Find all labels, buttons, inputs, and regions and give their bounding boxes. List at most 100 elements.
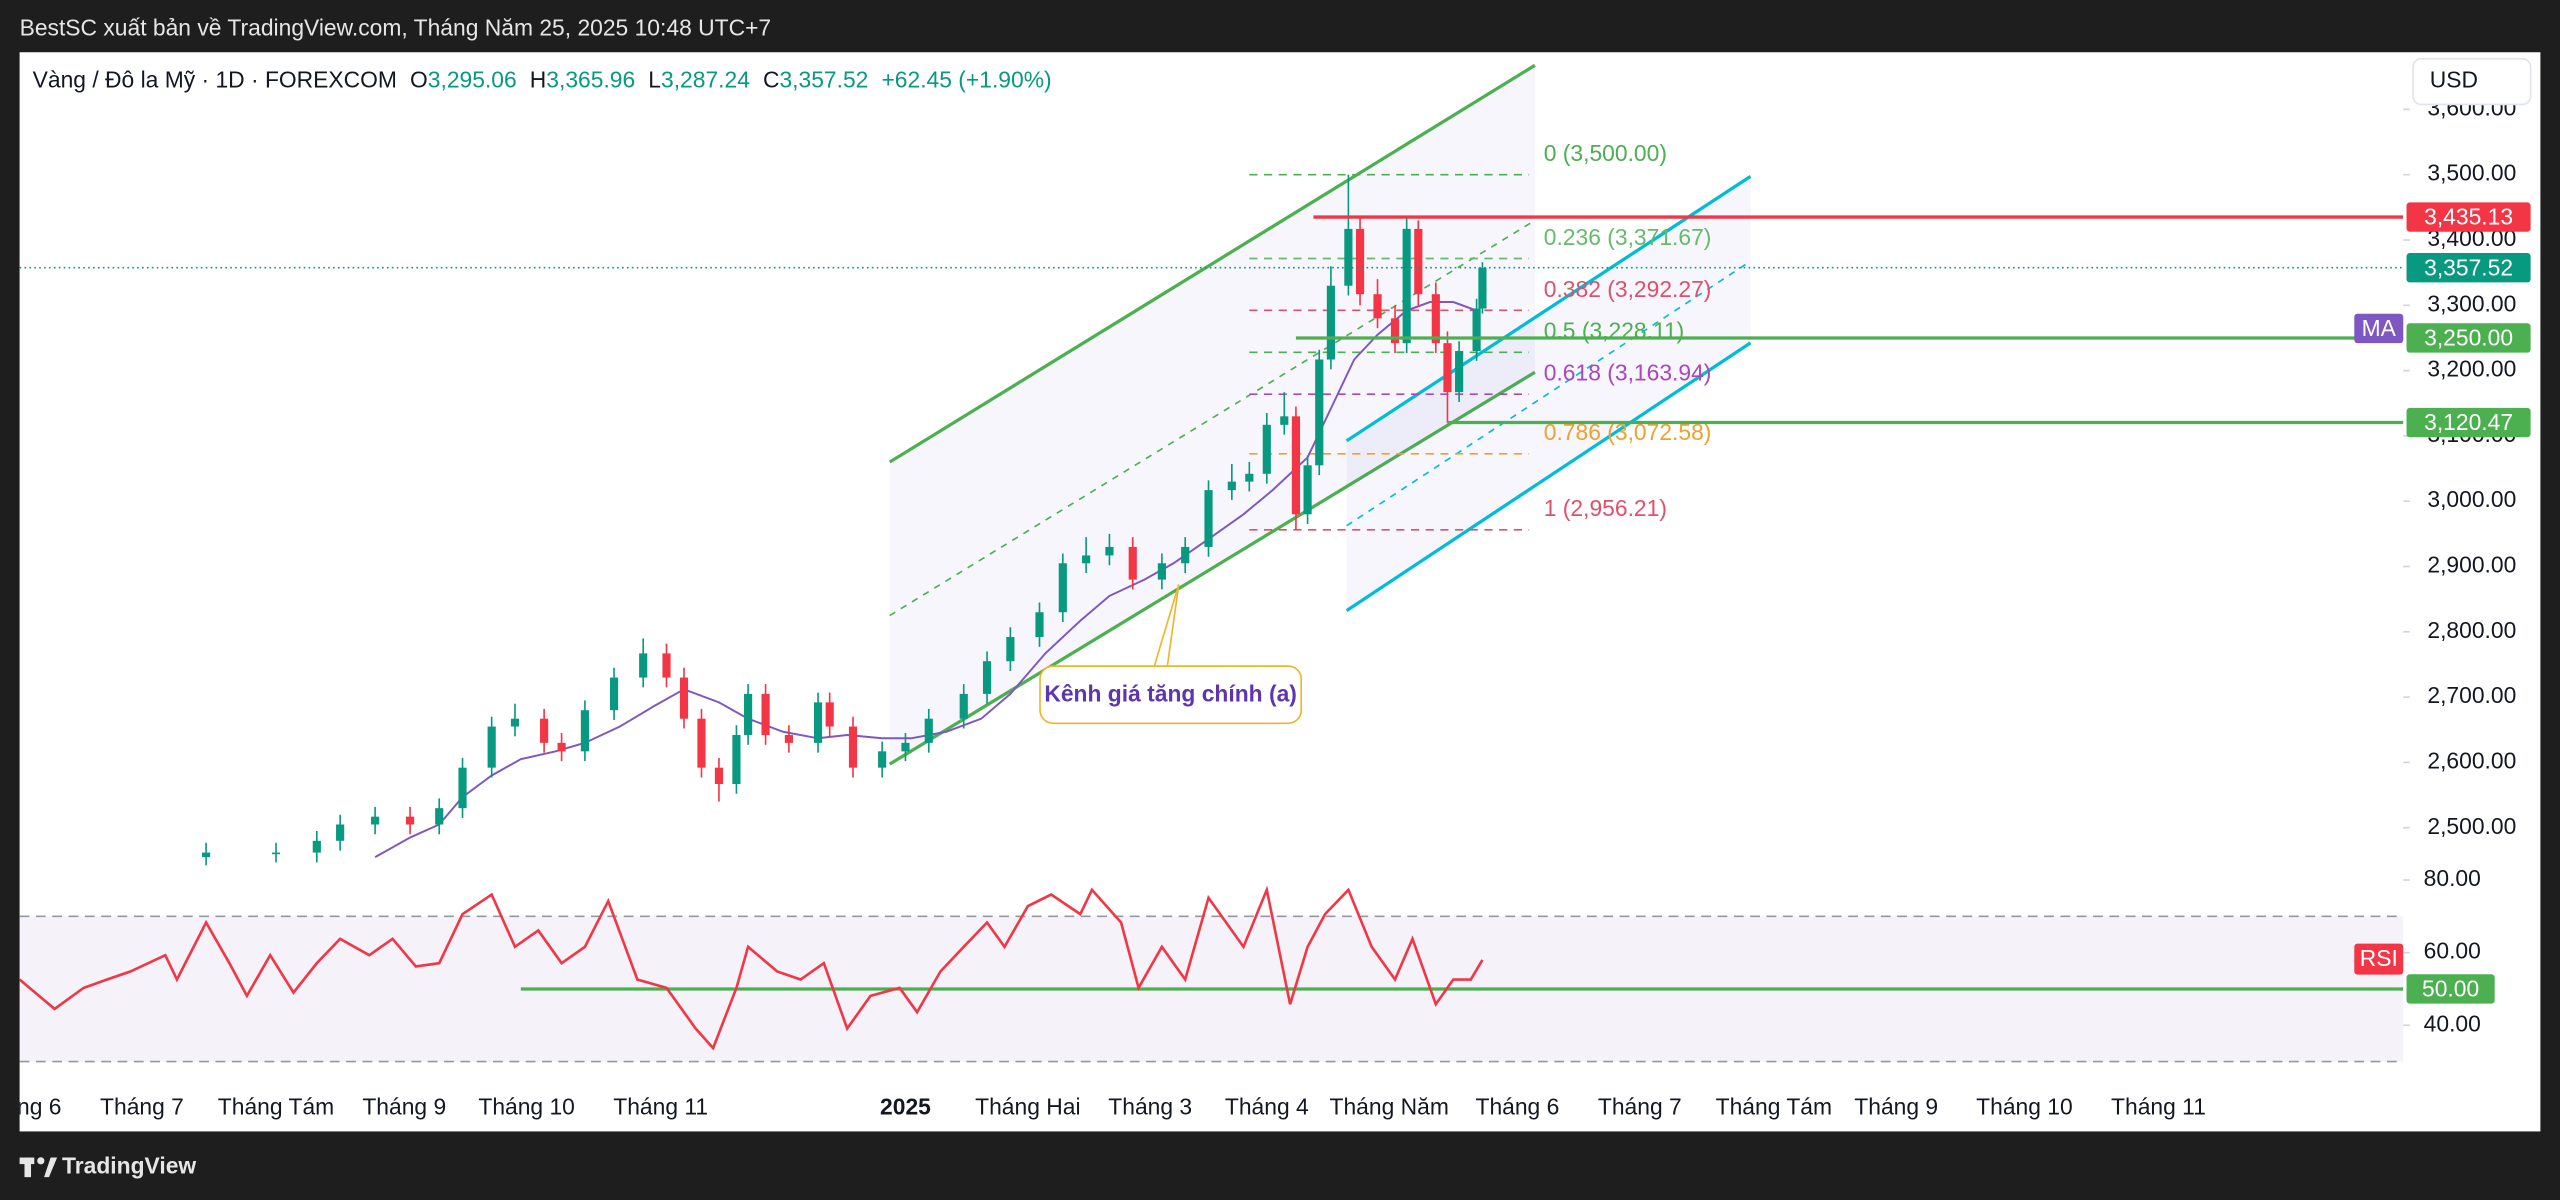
candle-body [1373,294,1382,319]
channel-line [888,370,1536,766]
price-tag [2406,202,2531,232]
candle-body [901,742,910,752]
channel-line [888,63,1536,464]
candle-body [1402,228,1411,344]
ma-line [374,301,1477,858]
y-tick-label: 3,000.00 [2427,486,2516,512]
candle-body [557,742,566,752]
candle-body [1315,359,1324,466]
price-tag-label: 50.00 [2422,976,2479,1002]
candle-body [1280,416,1289,425]
legend-key: O [410,67,428,93]
y-tick-label: 2,700.00 [2427,682,2516,708]
candle-body [1443,343,1452,393]
candle-body [458,767,467,809]
candle-body [1431,294,1440,344]
time-axis: Tháng 6 Tháng 7 Tháng Tám Tháng 9 Tháng 10 Th… [20,1094,2206,1120]
candle-body [1303,465,1312,515]
callout-box [1039,665,1303,725]
x-tick-label: Tháng 9 [362,1094,446,1120]
callout-pointer [1153,584,1180,667]
candle-body [959,693,968,719]
candle-body [697,718,706,768]
rsi-pane [19,885,2404,1063]
candle-body [1058,563,1067,613]
publish-header: BestSC xuất bản về TradingView.com, Thán… [20,14,772,40]
legend-value: 3,357.52 [779,67,868,93]
x-tick-label: Tháng 10 [1976,1094,2073,1120]
x-tick-label: Tháng 9 [1854,1094,1938,1120]
currency-label[interactable]: USD [2430,67,2478,93]
x-tick-label: 2025 [880,1094,931,1120]
legend-key: H [530,67,547,93]
legend-key: C [763,67,780,93]
candle-body [435,808,444,825]
candle-body [1390,318,1400,344]
candle-body [1472,308,1481,352]
candle-body [761,693,770,736]
candle-body [1128,546,1137,580]
channel-fill [889,65,1535,765]
candle-body [744,693,753,736]
price-tag [2406,253,2531,283]
candle-body [714,767,724,784]
price-tag-label: 3,435.13 [2424,204,2513,230]
x-tick-label: Tháng Tám [218,1094,334,1120]
y-tick-label: 40.00 [2424,1010,2481,1036]
price-tag [2406,974,2495,1004]
footer-brand: TradingView [62,1152,196,1178]
candle-body [784,735,793,743]
x-tick-label: Tháng 10 [478,1094,575,1120]
candle-body [639,653,648,678]
candle-body [1414,228,1423,295]
candle-body [662,653,671,678]
price-tag [2406,323,2531,353]
candle-body [679,677,689,719]
x-tick-label: Tháng Năm [1330,1094,1449,1120]
candle-body [510,718,520,727]
candle-body [1082,555,1091,564]
fib-label: 0.236 (3,371.67) [1544,224,1712,250]
fib-label: 0.5 (3,228.11) [1544,318,1685,344]
candle-body [848,726,858,768]
price-tag [2406,407,2531,438]
x-tick-label: Tháng 4 [1225,1094,1309,1120]
currency-button[interactable] [2412,57,2532,106]
candle-body [1204,490,1213,547]
y-tick-label: 3,300.00 [2427,290,2516,316]
candle-body [1326,285,1335,360]
candle-body [878,751,887,768]
channel-line [889,219,1536,617]
y-tick-label: 2,900.00 [2427,552,2516,578]
ma-tag-label: MA [2362,315,2397,341]
legend-value: 3,365.96 [546,67,635,93]
rsi-tag [2354,943,2404,975]
candle-body [1455,351,1464,393]
channel-line [1345,174,1752,443]
footer-logo [19,1157,58,1178]
legend-value: 3,295.06 [428,67,517,93]
candle-body [1355,228,1365,295]
candle-body [732,735,741,784]
legend-change: +62.45 (+1.90%) [881,67,1051,93]
candle-body [1157,563,1166,580]
ma-tag [2354,313,2404,344]
candle-body [312,840,321,853]
candle-body [1006,637,1015,662]
candle-body [405,816,415,825]
y-tick-label: 60.00 [2424,938,2481,964]
legend-key: L [648,67,661,93]
candle-body [825,702,834,727]
y-tick-label: 2,600.00 [2427,747,2516,773]
y-tick-label: 80.00 [2424,865,2481,891]
y-tick-label: 3,200.00 [2427,356,2516,382]
channel-line [1346,260,1751,527]
candle-body [487,726,496,768]
candle-body [371,816,380,825]
price-tag-label: 3,250.00 [2424,325,2513,351]
candle-body [982,661,992,694]
candle-body [1344,228,1353,286]
candle-body [924,718,933,743]
